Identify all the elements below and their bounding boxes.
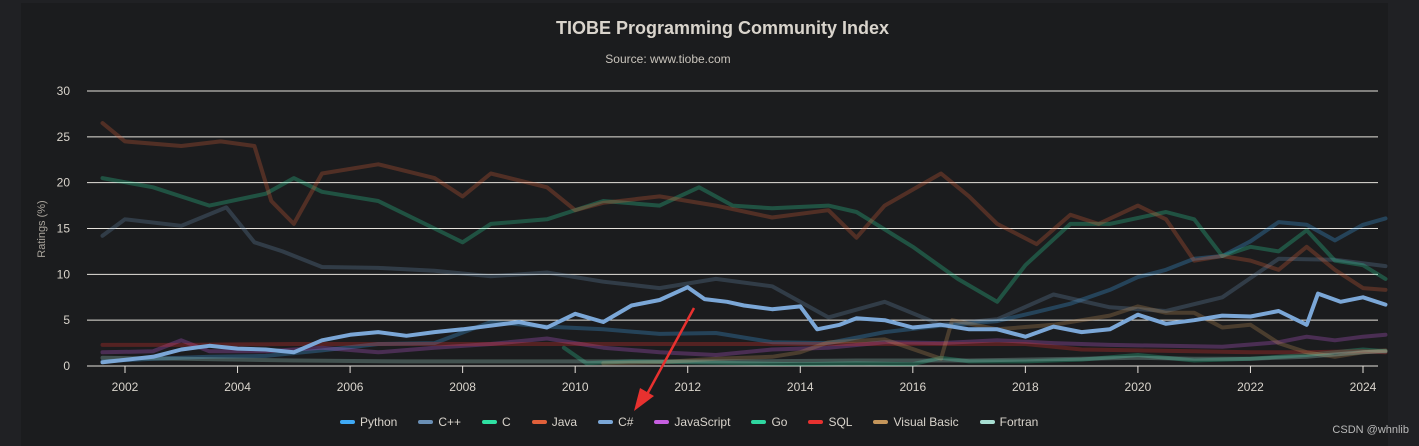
x-tick-label: 2024 xyxy=(1350,380,1377,394)
y-tick-label: 30 xyxy=(57,84,71,98)
x-tick-label: 2004 xyxy=(224,380,251,394)
legend-label: SQL xyxy=(828,415,853,429)
legend-label: C# xyxy=(618,415,634,429)
y-tick-label: 15 xyxy=(57,222,71,236)
y-tick-label: 25 xyxy=(57,130,71,144)
series-line-cpp[interactable] xyxy=(100,205,1388,327)
legend-swatch-icon xyxy=(598,420,614,424)
y-tick-label: 10 xyxy=(57,267,71,281)
y-tick-label: 20 xyxy=(57,176,71,190)
series-line-sql[interactable] xyxy=(100,342,1388,355)
annotation-arrow xyxy=(634,307,696,411)
x-tick-label: 2012 xyxy=(674,380,701,394)
chart-subtitle: Source: www.tiobe.com xyxy=(605,52,731,66)
legend-swatch-icon xyxy=(531,420,547,424)
legend-item[interactable]: C++ xyxy=(418,415,461,429)
y-tick-label: 0 xyxy=(63,359,70,373)
legend-label: Go xyxy=(771,415,788,429)
x-tick-label: 2016 xyxy=(899,380,926,394)
watermark: CSDN @whnlib xyxy=(1332,424,1409,436)
legend-item[interactable]: JavaScript xyxy=(654,415,730,429)
arrow-head-icon xyxy=(634,388,654,411)
x-tick-label: 2020 xyxy=(1125,380,1152,394)
x-tick-label: 2002 xyxy=(112,380,139,394)
legend-label: Fortran xyxy=(999,415,1039,429)
legend-swatch-icon xyxy=(654,420,670,424)
legend-item[interactable]: Fortran xyxy=(979,415,1039,429)
legend-label: C xyxy=(502,415,511,429)
legend-swatch-icon xyxy=(808,420,824,424)
legend-item[interactable]: C# xyxy=(598,415,633,429)
x-tick-label: 2018 xyxy=(1012,380,1039,394)
chart-panel xyxy=(21,3,1388,446)
series-line-fortran[interactable] xyxy=(100,349,1388,364)
x-tick-label: 2008 xyxy=(449,380,476,394)
legend-item[interactable]: Go xyxy=(751,415,787,429)
x-tick-label: 2014 xyxy=(787,380,814,394)
y-axis-label: Ratings (%) xyxy=(36,200,48,257)
x-tick-label: 2010 xyxy=(562,380,589,394)
legend-swatch-icon xyxy=(482,420,498,424)
series-line-c[interactable] xyxy=(100,176,1388,304)
series-line-python[interactable] xyxy=(100,216,1388,364)
series-line-java[interactable] xyxy=(100,121,1388,292)
chart-legend: Python C++ C Java C# JavaScript Go SQL Visual Ba… xyxy=(340,415,1059,429)
legend-label: Java xyxy=(551,415,578,429)
series-line-go[interactable] xyxy=(561,345,1388,367)
legend-item[interactable]: Visual Basic xyxy=(873,415,959,429)
chart-title: TIOBE Programming Community Index xyxy=(555,18,890,38)
x-tick-label: 2006 xyxy=(337,380,364,394)
legend-item[interactable]: Java xyxy=(531,415,578,429)
legend-item[interactable]: SQL xyxy=(808,415,852,429)
arrow-shaft xyxy=(643,307,696,399)
legend-item[interactable]: Python xyxy=(340,415,397,429)
x-tick-label: 2022 xyxy=(1237,380,1264,394)
legend-label: Python xyxy=(360,415,398,429)
legend-swatch-icon xyxy=(751,420,767,424)
legend-label: C++ xyxy=(438,415,462,429)
legend-swatch-icon xyxy=(340,420,355,424)
y-tick-label: 5 xyxy=(63,313,70,327)
legend-swatch-icon xyxy=(979,420,995,424)
legend-item[interactable]: C xyxy=(482,415,511,429)
legend-label: JavaScript xyxy=(674,415,731,429)
legend-label: Visual Basic xyxy=(893,415,959,429)
legend-swatch-icon xyxy=(873,420,889,424)
series-line-csharp[interactable] xyxy=(100,285,1388,365)
series-line-visual-basic[interactable] xyxy=(601,304,1388,366)
legend-swatch-icon xyxy=(418,420,434,424)
